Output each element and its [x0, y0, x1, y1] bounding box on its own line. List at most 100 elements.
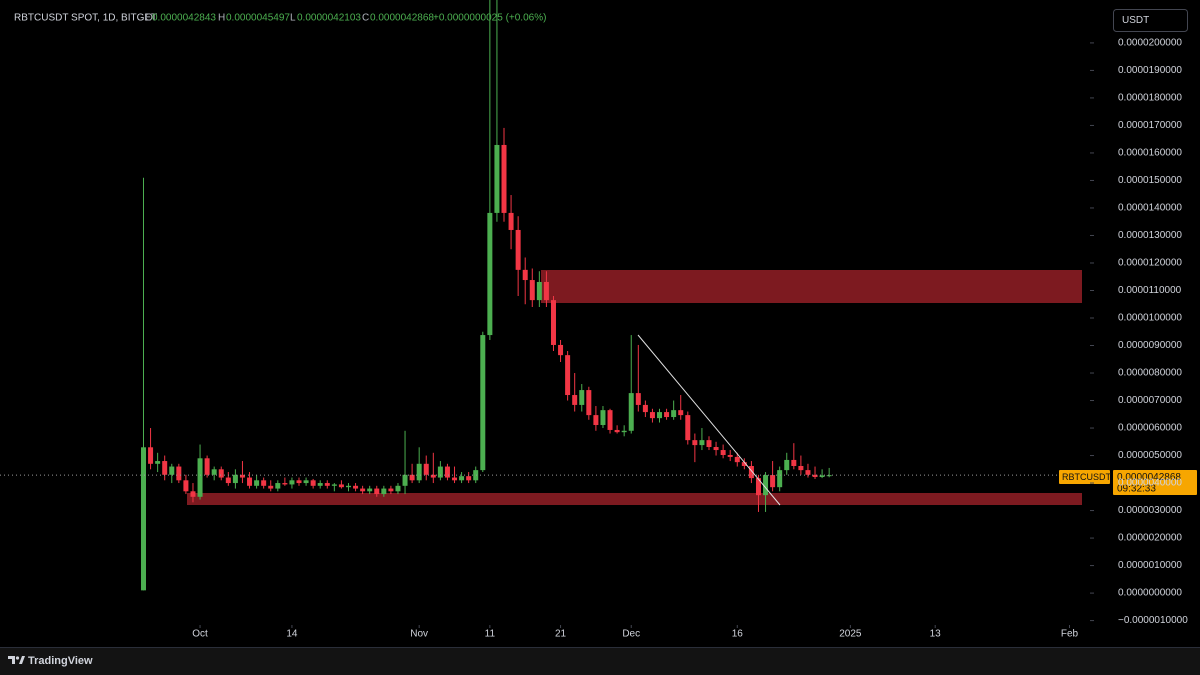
candle-body — [572, 395, 578, 405]
candle-body — [331, 484, 337, 486]
candle-body — [536, 281, 542, 301]
x-tick-label: 16 — [732, 629, 744, 640]
ohlc-change: +0.0000000025 (+0.06%) — [433, 13, 546, 24]
candle-body — [155, 461, 161, 464]
candle-body — [162, 461, 168, 475]
candle-body — [579, 390, 585, 405]
candle-body — [628, 393, 634, 431]
candle-body — [819, 475, 825, 478]
candle-body — [345, 485, 351, 488]
y-tick-label: 0.0000180000 — [1118, 93, 1182, 104]
x-tick-label: Nov — [410, 629, 428, 640]
candle-body — [713, 447, 719, 451]
chart-title: RBTCUSDT SPOT, 1D, BITGET — [14, 13, 157, 24]
candle-body — [289, 480, 295, 485]
candle-body — [515, 229, 521, 270]
resistance-zone — [541, 270, 1082, 303]
candle-body — [367, 488, 373, 492]
x-tick-label: Oct — [192, 629, 208, 640]
candle-body — [586, 390, 592, 416]
ohlc-value: 0.0000042868 — [370, 13, 434, 24]
candle-body — [268, 485, 274, 489]
candle-body — [621, 430, 627, 433]
candle-body — [741, 462, 747, 466]
candle-body — [239, 474, 245, 478]
candle-body — [635, 393, 641, 405]
candle-body — [416, 463, 422, 481]
x-tick-label: Feb — [1061, 629, 1079, 640]
candle-body — [353, 485, 359, 489]
candle-body — [706, 440, 712, 448]
candle-body — [317, 483, 323, 486]
candle-body — [529, 280, 535, 301]
candle-body — [303, 480, 309, 484]
candle-body — [140, 447, 146, 591]
y-tick-label: 0.0000090000 — [1118, 340, 1182, 351]
y-tick-label: 0.0000100000 — [1118, 313, 1182, 324]
candle-body — [791, 459, 797, 466]
candle-body — [190, 491, 196, 497]
candle-body — [282, 483, 288, 485]
candle-body — [473, 470, 479, 481]
candle-body — [543, 281, 549, 301]
plot-area — [0, 0, 1090, 591]
candle-body — [430, 474, 436, 478]
candle-body — [508, 212, 514, 230]
y-tick-label: 0.0000020000 — [1118, 533, 1182, 544]
candle-body — [494, 144, 500, 213]
candle-body — [685, 415, 691, 441]
candle-body — [642, 404, 648, 413]
candle-body — [444, 466, 450, 478]
candle-body — [649, 412, 655, 419]
y-tick-label: 0.0000200000 — [1118, 38, 1182, 49]
candle-body — [614, 429, 620, 433]
candle-body — [558, 344, 564, 356]
ohlc-letter: L — [290, 13, 296, 24]
candle-body — [550, 300, 556, 345]
ohlc-value: 0.0000045497 — [226, 13, 290, 24]
y-tick-label: −0.0000010000 — [1118, 615, 1188, 626]
candle-body — [176, 466, 182, 481]
candle-body — [395, 485, 401, 492]
y-tick-label: 0.0000120000 — [1118, 258, 1182, 269]
candle-body — [798, 465, 804, 471]
ohlc-value: 0.0000042843 — [152, 13, 216, 24]
candle-body — [826, 475, 832, 477]
candle-body — [748, 465, 754, 479]
candle-body — [501, 144, 507, 213]
ohlc-value: 0.0000042103 — [297, 13, 361, 24]
y-tick-label: 0.0000190000 — [1118, 65, 1182, 76]
y-tick-label: 0.0000110000 — [1118, 285, 1182, 296]
candle-body — [487, 212, 493, 336]
candle-body — [727, 454, 733, 457]
candle-body — [671, 410, 677, 418]
ohlc-letter: H — [218, 13, 225, 24]
candle-body — [692, 440, 698, 446]
x-tick-label: 11 — [485, 629, 496, 640]
candle-body — [699, 440, 705, 446]
candle-body — [218, 469, 224, 478]
candle-body — [600, 410, 606, 426]
candle-body — [296, 480, 302, 484]
candle-body — [225, 477, 231, 484]
candle-body — [784, 459, 790, 471]
candle-body — [452, 477, 458, 481]
y-tick-label: 0.0000150000 — [1118, 175, 1182, 186]
candle-body — [437, 466, 443, 478]
y-tick-label: 0.0000160000 — [1118, 148, 1182, 159]
candle-body — [480, 335, 486, 471]
currency-button[interactable] — [1113, 9, 1188, 32]
support-zone — [187, 493, 1082, 505]
candle-body — [805, 470, 811, 475]
x-tick-label: 21 — [555, 629, 567, 640]
footer-bar — [0, 648, 1200, 675]
candle-body — [169, 466, 175, 475]
x-tick-label: Dec — [622, 629, 640, 640]
candle-body — [565, 355, 571, 396]
candle-body — [204, 458, 210, 475]
candle-body — [388, 488, 394, 492]
candle-body — [374, 488, 380, 495]
